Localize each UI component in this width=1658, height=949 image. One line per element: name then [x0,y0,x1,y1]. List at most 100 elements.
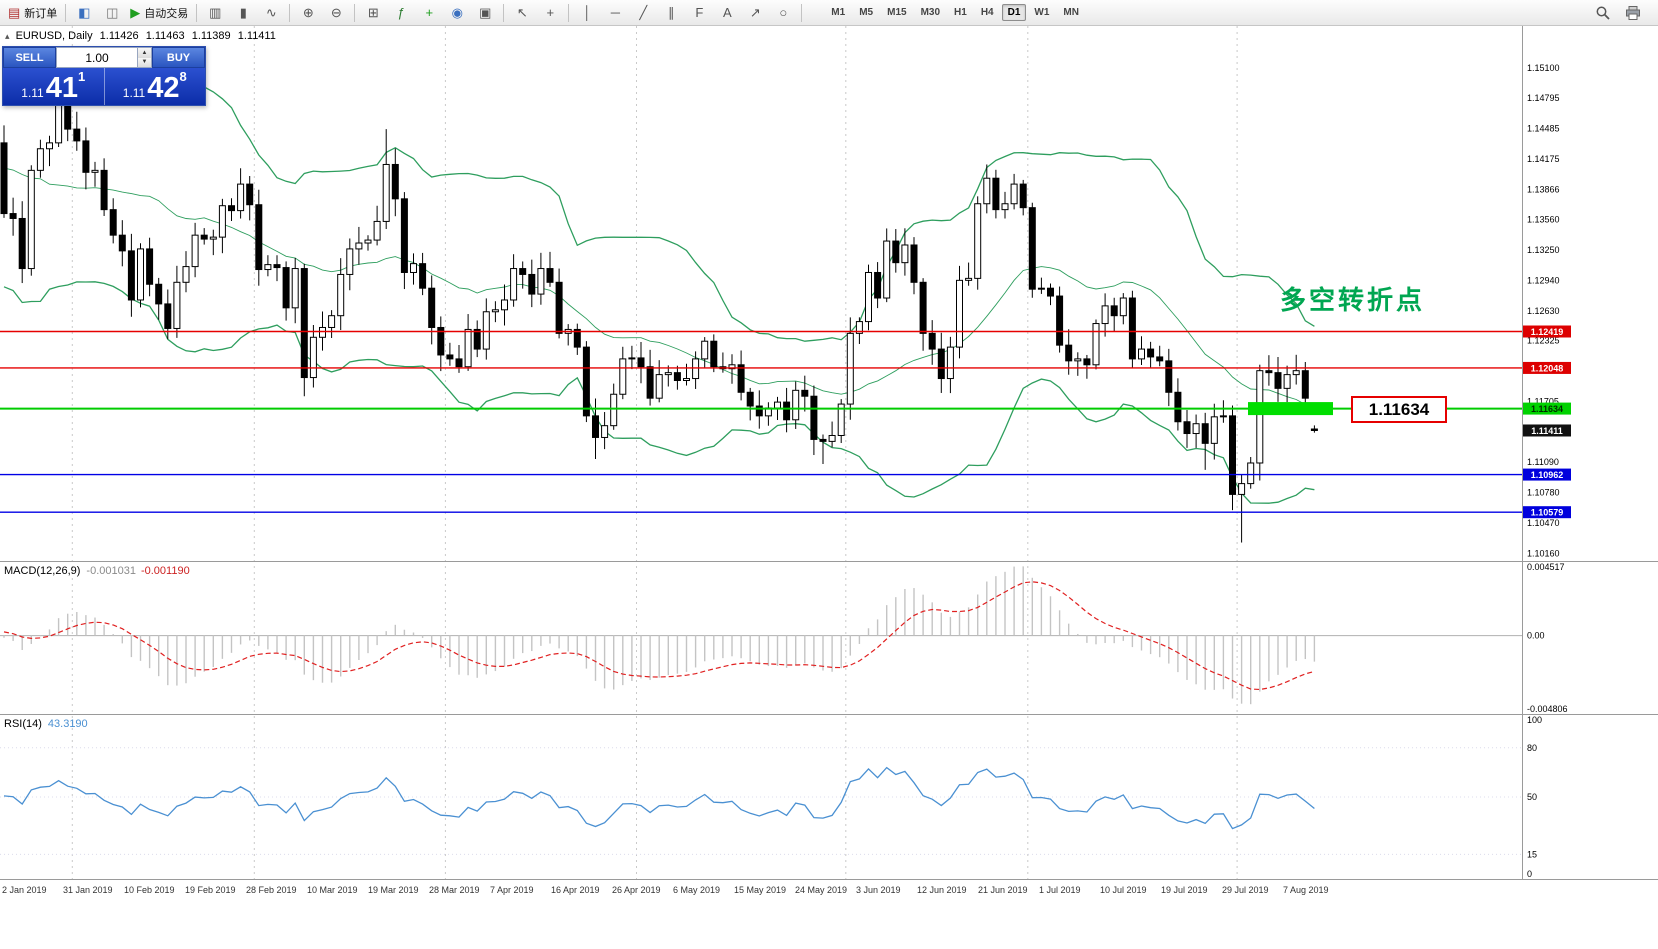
svg-text:7 Aug 2019: 7 Aug 2019 [1283,885,1329,895]
zoom-out-button[interactable]: ⊖ [323,3,349,23]
channel-button[interactable]: ∥ [658,3,684,23]
volume-field[interactable]: 1.00 ▲ ▼ [56,47,152,68]
vertical-line-icon: │ [583,5,592,20]
svg-text:1.11090: 1.11090 [1527,457,1559,467]
text-button[interactable]: A [714,3,740,23]
timeframe-mn[interactable]: MN [1063,7,1079,18]
svg-text:0.00: 0.00 [1527,631,1545,641]
trendline-button[interactable]: ╱ [630,3,656,23]
chart-annotation-text: 多空转折点 [1280,285,1426,315]
price-chart[interactable]: 1.15100 1.14795 1.14485 1.14175 1.13866 1.135… [0,26,1658,949]
chart-icon: ▴ [5,31,10,41]
svg-text:10 Feb 2019: 10 Feb 2019 [124,885,175,895]
add-indicator-button[interactable]: + [416,3,442,23]
timeframe-m5[interactable]: M5 [859,7,874,18]
price-label-box: 1.11634 [1351,396,1447,423]
indicators-button[interactable]: ƒ [388,3,414,23]
fibonacci-icon: F [695,5,704,20]
refresh-button[interactable]: ◉ [444,3,470,23]
profiles-button[interactable]: ◫ [99,3,125,23]
templates-button[interactable]: ▣ [472,3,498,23]
buy-price[interactable]: 1.11 42 8 [105,68,206,105]
svg-text:1.12048: 1.12048 [1531,363,1564,373]
ohlc-high: 1.11463 [145,30,185,42]
zoom-in-button[interactable]: ⊕ [295,3,321,23]
svg-text:1.11634: 1.11634 [1531,404,1563,414]
charts-button[interactable]: ◧ [71,3,97,23]
macd-name: MACD(12,26,9) [4,565,81,577]
candlestick-button[interactable]: ▮ [230,3,256,23]
templates-icon: ▣ [479,5,492,20]
volume-up-button[interactable]: ▲ [138,48,151,58]
sell-price-big: 41 [45,72,78,104]
rsi-value: 43.3190 [47,718,88,730]
svg-text:50: 50 [1527,792,1537,802]
svg-text:0: 0 [1527,869,1532,879]
timeframe-m30[interactable]: M30 [920,7,941,18]
svg-text:1.10579: 1.10579 [1531,508,1564,518]
symbol-info: ▴ EURUSD, Daily 1.11426 1.11463 1.11389 … [5,30,280,42]
timeframe-w1[interactable]: W1 [1034,7,1050,18]
svg-text:2 Jan 2019: 2 Jan 2019 [2,885,47,895]
bar-chart-button[interactable]: ▥ [202,3,228,23]
profiles-icon: ◫ [106,5,119,20]
buy-button[interactable]: BUY [152,47,205,68]
volume-value[interactable]: 1.00 [85,50,109,65]
sell-button[interactable]: SELL [3,47,56,68]
search-button[interactable] [1590,3,1616,23]
shapes-button[interactable]: ○ [770,3,796,23]
horizontal-line-button[interactable]: ─ [602,3,628,23]
buy-price-prefix: 1.11 [122,86,146,100]
new-order-button[interactable]: ▤ 新订单 [5,3,60,23]
ohlc-close: 1.11411 [237,30,276,42]
print-button[interactable] [1620,3,1646,23]
svg-text:80: 80 [1527,743,1537,753]
svg-text:19 Feb 2019: 19 Feb 2019 [185,885,236,895]
autotrading-icon: ▶ [130,5,141,20]
arrow-tool-button[interactable]: ↗ [742,3,768,23]
autotrading-button[interactable]: ▶ 自动交易 [127,3,191,23]
svg-text:19 Mar 2019: 19 Mar 2019 [368,885,419,895]
vertical-line-button[interactable]: │ [574,3,600,23]
svg-text:28 Mar 2019: 28 Mar 2019 [429,885,480,895]
line-chart-button[interactable]: ∿ [258,3,284,23]
symbol-name: EURUSD, Daily [15,30,93,42]
price-axis-badge: 1.10579 [1523,506,1571,519]
crosshair-button[interactable]: + [537,3,563,23]
cursor-button[interactable]: ↖ [509,3,535,23]
volume-spinner: ▲ ▼ [137,48,151,67]
svg-text:10 Mar 2019: 10 Mar 2019 [307,885,358,895]
spin-down-icon: ▼ [141,59,148,66]
price-divider [103,68,105,105]
timeframe-m1[interactable]: M1 [831,7,846,18]
svg-text:1.10160: 1.10160 [1527,548,1560,558]
toolbar: ▤ 新订单 ◧ ◫ ▶ 自动交易 ▥ ▮ ∿ ⊕ ⊖ ⊞ ƒ + ◉ ▣ ↖ + │ ─ ╱ ∥ F A ↗ ○ M1 M5 M15 M… [0,0,1658,26]
svg-text:15 May 2019: 15 May 2019 [734,885,786,895]
spin-up-icon: ▲ [141,49,148,56]
svg-text:1.10780: 1.10780 [1527,487,1560,497]
toolbar-separator [568,3,570,22]
toolbar-separator [503,3,505,22]
toolbar-separator [354,3,356,22]
time-axis: 2 Jan 2019 31 Jan 2019 10 Feb 2019 19 Feb 2… [2,885,1329,895]
ohlc-open: 1.11426 [99,30,139,42]
tile-windows-icon: ⊞ [367,5,379,20]
timeframe-d1[interactable]: D1 [1001,4,1027,21]
one-click-trading-panel: SELL 1.00 ▲ ▼ BUY 1.11 41 1 1.11 42 8 [2,46,206,106]
macd-signal [3,581,1315,691]
autotrading-button-label: 自动交易 [144,7,189,20]
charts-icon: ◧ [78,5,91,20]
tile-windows-button[interactable]: ⊞ [360,3,386,23]
timeframe-h1[interactable]: H1 [954,7,967,18]
sell-price[interactable]: 1.11 41 1 [3,68,104,105]
refresh-icon: ◉ [451,5,463,20]
timeframe-h4[interactable]: H4 [980,7,994,18]
volume-down-button[interactable]: ▼ [138,57,151,67]
svg-text:29 Jul 2019: 29 Jul 2019 [1222,885,1269,895]
svg-text:6 May 2019: 6 May 2019 [673,885,720,895]
line-chart-icon: ∿ [265,5,277,20]
timeframe-m15[interactable]: M15 [887,7,907,18]
svg-text:100: 100 [1527,715,1542,725]
svg-text:1.12630: 1.12630 [1527,306,1560,316]
fibonacci-button[interactable]: F [686,3,712,23]
